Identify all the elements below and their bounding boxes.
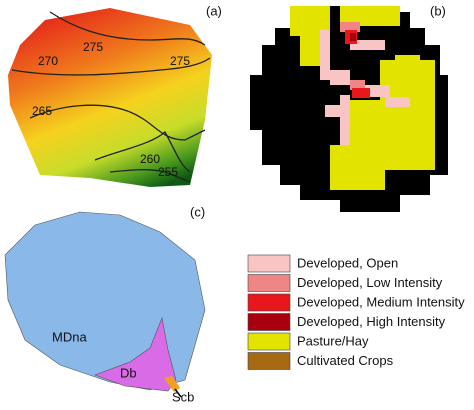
- legend-swatch: [247, 332, 291, 351]
- panel-label: (c): [190, 204, 205, 219]
- legend-label: Pasture/Hay: [297, 333, 369, 348]
- legend-label: Developed, Low Intensity: [297, 275, 443, 290]
- legend-swatch: [247, 254, 291, 273]
- soil-map: [4, 211, 206, 398]
- legend-label: Developed, Open: [297, 255, 398, 270]
- contour-label: 275: [170, 54, 190, 68]
- soil-label: Db: [120, 365, 137, 380]
- panel-label: (a): [206, 3, 222, 18]
- legend-label: Developed, Medium Intensity: [297, 294, 465, 309]
- legend-label: Cultivated Crops: [297, 353, 394, 368]
- legend-swatch: [247, 293, 291, 312]
- contour-label: 255: [158, 165, 178, 179]
- elevation-map: [8, 8, 212, 187]
- soil-label: Scb: [172, 389, 194, 404]
- landuse-map: [250, 6, 448, 212]
- contour-label: 270: [38, 54, 58, 68]
- contour-label: 265: [32, 104, 52, 118]
- contour-label: 275: [83, 40, 103, 54]
- contour-label: 260: [140, 152, 160, 166]
- legend-label: Developed, High Intensity: [297, 314, 446, 329]
- legend-swatch: [247, 352, 291, 370]
- legend: Developed, Open Developed, Low Intensity D…: [247, 254, 465, 370]
- legend-swatch: [247, 274, 291, 292]
- soil-label: MDna: [52, 329, 87, 344]
- legend-swatch: [247, 313, 291, 331]
- panel-label: (b): [430, 3, 446, 18]
